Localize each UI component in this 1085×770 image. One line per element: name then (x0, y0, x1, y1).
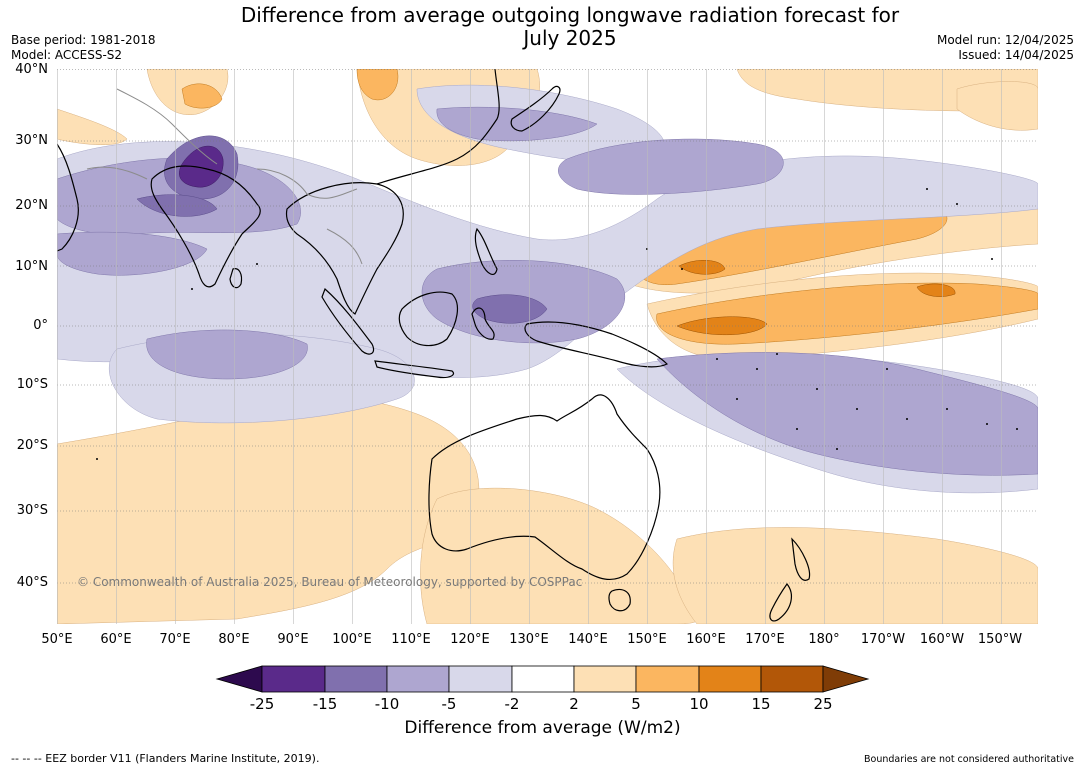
colorbar-segment-6 (573, 665, 637, 693)
colorbar-tick-6: 2 (569, 695, 579, 713)
lon-label-100e: 100°E (332, 632, 372, 647)
title-line-2: July 2025 (523, 26, 617, 50)
sumatra-outline (321, 287, 375, 355)
pacific-islands (96, 188, 1018, 460)
colorbar-tick-2: -15 (312, 695, 338, 713)
base-period: Base period: 1981-2018 (11, 33, 156, 47)
colorbar (215, 665, 870, 693)
lon-label-90e: 90°E (277, 632, 309, 647)
borneo-outline (398, 291, 459, 347)
sulawesi-outline (471, 307, 495, 340)
colorbar-tick-8: 10 (689, 695, 709, 713)
colorbar-segment-4 (448, 665, 513, 693)
lat-label-10s: 10°S (16, 377, 48, 392)
lat-label-40s: 40°S (16, 575, 48, 590)
lat-label-30s: 30°S (16, 503, 48, 518)
anomaly-extreme-negative (179, 145, 224, 188)
colorbar-tick-9: 15 (751, 695, 771, 713)
colorbar-segment-1 (261, 665, 326, 693)
lon-label-170e: 170°E (745, 632, 785, 647)
lon-label-120e: 120°E (450, 632, 490, 647)
lat-label-20s: 20°S (16, 438, 48, 453)
lon-label-160w: 160°W (919, 632, 965, 647)
java-outline (374, 360, 455, 379)
meta-left: Base period: 1981-2018 Model: ACCESS-S2 (11, 33, 156, 63)
new-zealand-south-outline (769, 583, 793, 622)
china-coast-outline (376, 69, 500, 185)
arabia-outline (57, 143, 79, 252)
model-name: Model: ACCESS-S2 (11, 48, 123, 62)
lon-label-110e: 110°E (391, 632, 431, 647)
issued-date: Issued: 14/04/2025 (958, 48, 1074, 62)
colorbar-tick-7: 5 (631, 695, 641, 713)
lon-label-140e: 140°E (568, 632, 608, 647)
colorbar-segment-above (822, 665, 870, 693)
gridlines (57, 69, 1038, 624)
anomaly-strong-positive (676, 260, 956, 335)
model-run: Model run: 12/04/2025 (936, 33, 1074, 47)
lon-label-150e: 150°E (627, 632, 667, 647)
lat-label-40n: 40°N (15, 62, 48, 77)
lon-label-50e: 50°E (41, 632, 73, 647)
lon-label-70e: 70°E (159, 632, 191, 647)
meta-right: Model run: 12/04/2025 Issued: 14/04/2025 (937, 33, 1074, 63)
colorbar-segment-5 (511, 665, 575, 693)
boundaries-disclaimer: Boundaries are not considered authoritat… (864, 754, 1074, 765)
lon-label-180: 180° (808, 632, 840, 647)
lon-label-60e: 60°E (100, 632, 132, 647)
lat-label-20n: 20°N (15, 198, 48, 213)
japan-outline (510, 85, 561, 132)
india-outline (150, 165, 261, 288)
colorbar-segment-3 (386, 665, 450, 693)
colorbar-tick-5: -2 (504, 695, 520, 713)
lon-label-80e: 80°E (218, 632, 250, 647)
lat-label-30n: 30°N (15, 133, 48, 148)
copyright-notice: © Commonwealth of Australia 2025, Bureau… (77, 575, 583, 589)
lon-label-130e: 130°E (509, 632, 549, 647)
coastlines (57, 69, 811, 622)
title-line-1: Difference from average outgoing longwav… (240, 3, 900, 27)
lon-label-150w: 150°W (977, 632, 1023, 647)
colorbar-tick-4: -5 (441, 695, 457, 713)
australia-outline (428, 394, 661, 581)
tasmania-outline (608, 588, 631, 612)
colorbar-segment-2 (324, 665, 388, 693)
lat-label-10n: 10°N (15, 259, 48, 274)
new-guinea-outline (524, 321, 669, 368)
map-title: Difference from average outgoing longwav… (160, 4, 980, 50)
sri-lanka-outline (229, 268, 243, 289)
colorbar-tick-1: -25 (249, 695, 275, 713)
new-zealand-outline (791, 537, 811, 581)
colorbar-tick-3: -10 (374, 695, 400, 713)
colorbar-segment-8 (698, 665, 762, 693)
colorbar-segment-7 (635, 665, 700, 693)
political-borders (86, 88, 363, 265)
lon-label-160e: 160°E (686, 632, 726, 647)
colorbar-segment-9 (760, 665, 824, 693)
map-canvas (57, 69, 1038, 624)
eez-border-note: -- -- -- EEZ border V11 (Flanders Marine… (11, 752, 320, 765)
colorbar-segment-below (215, 665, 263, 693)
olr-anomaly-map (57, 69, 1038, 624)
lat-label-equator: 0° (33, 318, 48, 333)
colorbar-tick-10: 25 (813, 695, 833, 713)
philippines-outline (474, 227, 498, 276)
colorbar-label: Difference from average (W/m2) (404, 718, 681, 738)
lon-label-170w: 170°W (860, 632, 906, 647)
